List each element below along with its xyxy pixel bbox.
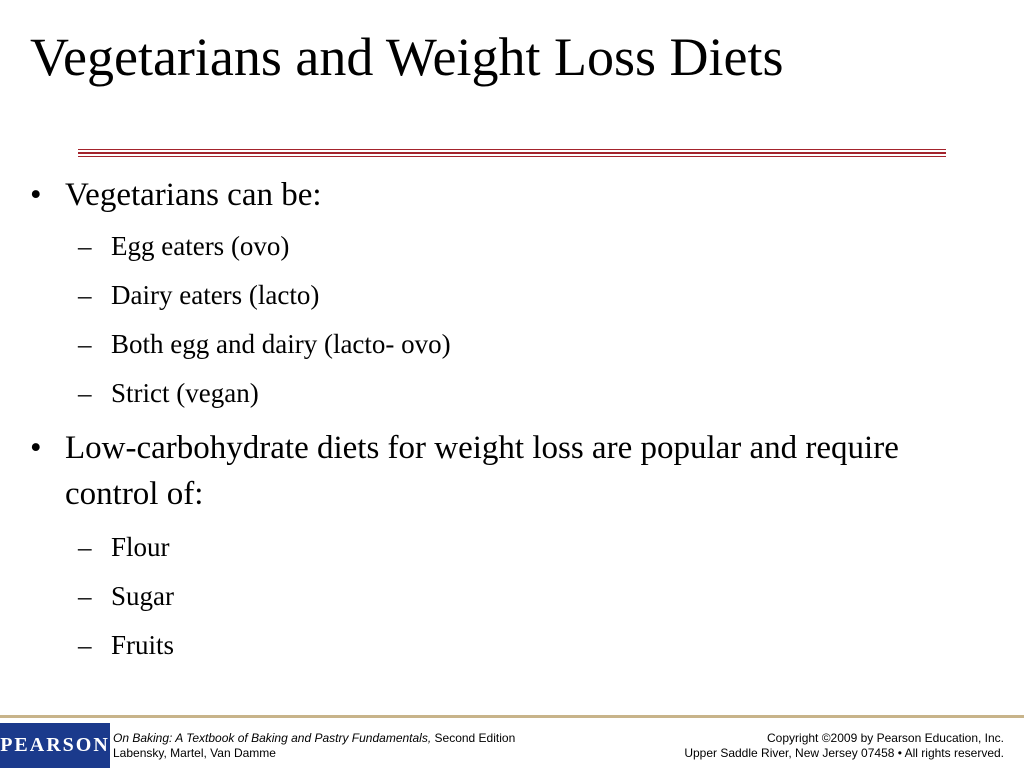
sub-bullet-mark: –: [78, 630, 92, 660]
footer-copyright: Copyright ©2009 by Pearson Education, In…: [684, 731, 1004, 761]
sub-bullet-text: Egg eaters (ovo): [111, 231, 290, 261]
book-authors: Labensky, Martel, Van Damme: [113, 746, 276, 760]
divider-line: [78, 156, 946, 157]
sub-bullet-mark: –: [78, 329, 92, 359]
footer-book-info: On Baking: A Textbook of Baking and Past…: [113, 731, 515, 761]
sub-bullet-mark: –: [78, 231, 92, 261]
logo-text: PEARSON: [0, 734, 110, 756]
copyright-text: Copyright ©2009 by Pearson Education, In…: [767, 731, 1004, 745]
sub-bullet-text: Sugar: [111, 581, 174, 611]
pearson-logo: PEARSON: [0, 723, 110, 768]
sub-bullet-text: Flour: [111, 532, 170, 562]
bullet-mark: •: [30, 177, 42, 213]
divider-line: [78, 152, 946, 154]
bullet-text: Vegetarians can be:: [65, 177, 322, 213]
bullet-text: Low-carbohydrate diets for weight loss a…: [65, 430, 899, 512]
sub-bullet-mark: –: [78, 378, 92, 408]
sub-bullet-text: Dairy eaters (lacto): [111, 280, 320, 310]
book-edition: Second Edition: [431, 731, 516, 745]
sub-bullet-text: Fruits: [111, 630, 175, 660]
publisher-address: Upper Saddle River, New Jersey 07458 • A…: [684, 746, 1004, 760]
bullet-mark: •: [30, 430, 42, 466]
footer-divider: [0, 715, 1024, 718]
sub-bullet-mark: –: [78, 280, 92, 310]
sub-bullet-mark: –: [78, 581, 92, 611]
book-title: On Baking: A Textbook of Baking and Past…: [113, 731, 432, 745]
slide-title: Vegetarians and Weight Loss Diets: [30, 27, 784, 87]
sub-bullet-text: Both egg and dairy (lacto- ovo): [111, 329, 451, 359]
book-title-line: On Baking: A Textbook of Baking and Past…: [113, 731, 515, 746]
divider-line: [78, 149, 946, 150]
sub-bullet-mark: –: [78, 532, 92, 562]
sub-bullet-text: Strict (vegan): [111, 378, 259, 408]
